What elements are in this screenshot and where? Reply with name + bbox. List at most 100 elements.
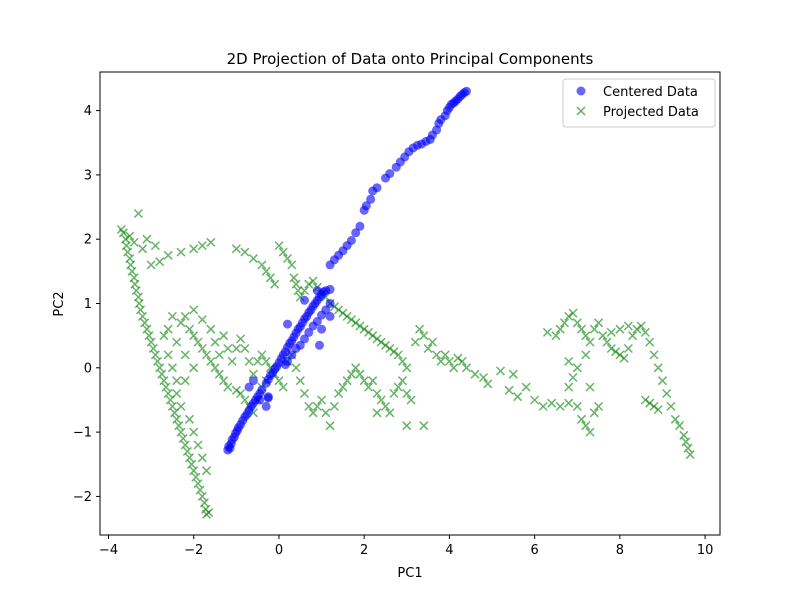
data-point-projected [346,315,356,325]
data-point-projected [355,321,365,331]
data-point-projected [632,324,642,334]
data-point-projected [415,324,425,334]
data-point-projected [564,398,574,408]
data-point-projected [581,421,591,431]
data-point-projected [248,369,258,379]
data-point-projected [129,237,139,247]
data-point-centered [287,350,297,360]
data-point-projected [261,356,271,366]
data-point-projected [180,350,190,360]
data-point-projected [195,485,205,495]
data-point-projected [140,318,150,328]
data-point-projected [594,318,604,328]
data-point-projected [662,388,672,399]
data-point-projected [178,433,188,444]
x-tick-label: −2 [184,543,203,558]
data-point-projected [206,324,216,334]
data-point-centered [255,395,265,405]
data-point-projected [146,260,156,270]
data-point-projected [380,340,391,350]
data-point-projected [402,363,412,373]
data-point-projected [338,382,348,392]
data-point-projected [585,337,595,347]
data-point-projected [274,241,284,251]
data-point-projected [551,331,561,341]
data-point-projected [159,376,169,386]
data-point-projected [289,273,299,283]
data-point-projected [206,237,216,247]
data-point-projected [244,356,254,366]
data-point-projected [317,395,327,405]
data-point-projected [619,353,629,363]
data-point-centered [312,317,322,326]
data-point-projected [449,363,459,373]
data-point-centered [325,311,335,321]
data-point-projected [385,408,395,418]
data-point-projected [163,350,173,360]
data-point-projected [257,260,267,270]
data-point-projected [125,231,135,241]
data-point-projected [142,234,152,244]
data-point-projected [681,437,691,447]
data-point-projected [152,356,163,366]
data-point-projected [683,443,693,453]
data-point-projected [150,350,160,360]
data-point-projected [432,350,442,360]
data-point-projected [666,401,676,411]
data-point-projected [148,343,158,354]
data-point-projected [240,395,250,405]
data-point-projected [236,334,246,344]
data-point-projected [602,337,612,347]
data-point-projected [240,343,250,354]
data-point-projected [127,266,137,276]
data-point-centered [366,194,376,204]
data-point-projected [197,315,207,325]
chart-title: 2D Projection of Data onto Principal Com… [227,50,594,68]
data-point-projected [270,279,280,289]
y-tick-label: 0 [84,361,92,376]
data-point-projected [581,350,591,360]
x-tick-label: 10 [697,543,714,558]
data-point-projected [581,331,591,341]
data-point-projected [180,376,190,386]
data-point-projected [640,395,650,405]
data-point-projected [521,382,531,392]
data-point-projected [155,363,165,373]
data-point-projected [598,331,608,341]
data-point-projected [453,353,463,363]
data-point-projected [287,260,297,270]
data-point-projected [589,408,599,418]
data-point-projected [611,347,621,357]
data-point-projected [299,286,310,296]
data-point-projected [293,286,303,296]
data-point-projected [172,337,182,347]
data-point-projected [265,273,275,283]
data-point-projected [334,388,344,399]
y-tick-label: 3 [84,168,92,183]
legend-marker-projected-data [576,106,586,116]
data-point-projected [568,372,578,383]
data-point-projected [513,392,523,402]
data-point-projected [568,308,578,318]
data-point-centered [317,324,327,334]
data-point-projected [204,507,214,518]
data-point-projected [355,369,365,379]
data-point-projected [176,247,186,257]
x-axis-label: PC1 [397,566,422,581]
data-point-projected [257,350,267,360]
data-point-projected [187,459,197,469]
data-point-centered [361,201,371,211]
data-point-projected [538,401,548,411]
data-point-projected [167,363,177,373]
data-point-projected [368,331,378,341]
data-point-projected [138,311,148,321]
data-point-projected [530,395,540,405]
data-point-centered [263,393,273,403]
data-point-projected [342,311,352,321]
data-point-projected [685,450,695,460]
data-point-projected [227,356,237,366]
data-point-projected [174,421,184,431]
data-point-projected [191,472,201,482]
data-point-projected [363,382,374,392]
